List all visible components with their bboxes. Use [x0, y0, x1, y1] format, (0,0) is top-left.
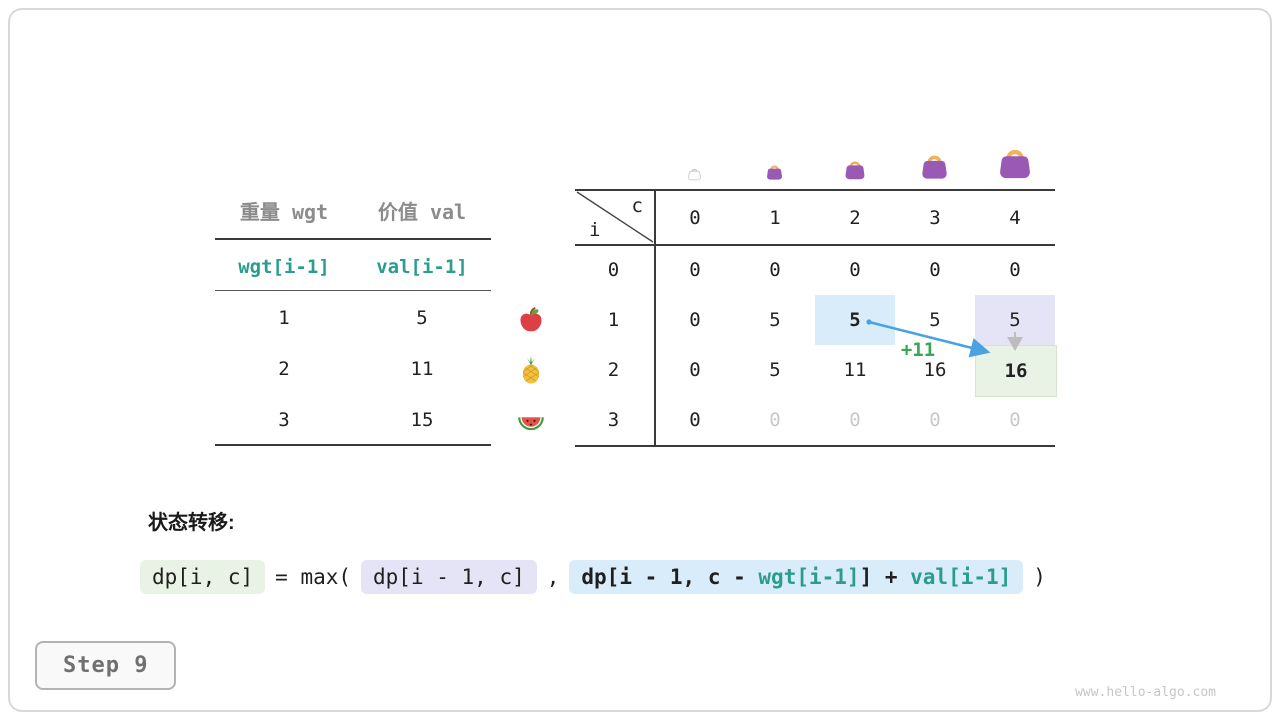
dp-cell-2-2: 11 [843, 359, 867, 381]
pineapple-icon [517, 356, 545, 384]
watermelon-icon [516, 408, 546, 436]
items-table-var-row: wgt[i-1] val[i-1] [215, 256, 491, 278]
dp-table-rule-vertical [654, 189, 656, 447]
dp-corner-cell: c i [575, 190, 655, 244]
formula-arg2-val: val[i-1] [910, 565, 1012, 589]
dp-col-header-3: 3 [929, 207, 941, 229]
dp-col-header-4: 4 [1009, 207, 1021, 229]
items-header-val: 价值 val [377, 200, 467, 224]
dp-row-header-0: 0 [607, 259, 620, 281]
dp-table-rule-bottom [575, 445, 1055, 447]
item-1-weight: 1 [278, 307, 290, 329]
dp-cell-1-1: 5 [769, 309, 781, 331]
dp-cell-1-0: 0 [689, 309, 701, 331]
dp-cell-3-0: 0 [689, 409, 701, 431]
items-table-rule-mid [215, 290, 491, 291]
dp-cell-2-1: 5 [769, 359, 781, 381]
dp-cell-0-0: 0 [689, 259, 701, 281]
formula-closing-paren: ) [1033, 565, 1046, 589]
dp-row-header-2: 2 [607, 359, 620, 381]
item-2-value: 11 [410, 358, 434, 380]
dp-cell-3-2: 0 [849, 409, 861, 431]
item-1-value: 5 [416, 307, 428, 329]
dp-col-header-2: 2 [849, 207, 861, 229]
items-table-row-1: 1 5 [215, 307, 491, 329]
item-3-value: 15 [410, 409, 434, 431]
bag-icon-size-1 [765, 162, 784, 181]
dp-cell-0-1: 0 [769, 259, 781, 281]
step-badge: Step 9 [35, 641, 177, 690]
formula-comma: , [546, 565, 560, 589]
dp-row-header-3: 3 [607, 409, 620, 431]
formula-arg2-part2: ] + [859, 565, 911, 589]
formula-arg2-part1: dp[i - 1, c - [581, 565, 759, 589]
formula-heading: 状态转移: [148, 512, 235, 534]
dp-row-header-1: 1 [607, 309, 620, 331]
dp-table-rule-top [575, 189, 1055, 191]
dp-cell-1-3: 5 [929, 309, 941, 331]
dp-corner-row-label: i [589, 219, 601, 241]
formula-arg1-box: dp[i - 1, c] [361, 560, 537, 594]
dp-cell-2-4-target-highlight: 16 [975, 345, 1057, 397]
dp-corner-col-label: c [631, 195, 643, 217]
state-transition-formula: dp[i, c] = max( dp[i - 1, c] , dp[i - 1,… [140, 560, 1046, 594]
formula-lhs-box: dp[i, c] [140, 560, 266, 594]
dp-cell-2-0: 0 [689, 359, 701, 381]
bag-icon-size-4 [996, 143, 1034, 181]
formula-equals-max: = max( [275, 565, 352, 589]
dp-cell-1-2-source-highlight: 5 [815, 295, 895, 345]
dp-cell-3-4: 0 [1009, 409, 1021, 431]
items-table-rule-top [215, 238, 491, 240]
dp-cell-1-4-compare-highlight: 5 [975, 295, 1055, 345]
wgt-var-label: wgt[i-1] [238, 256, 330, 278]
apple-icon [517, 306, 545, 334]
formula-arg2-box: dp[i - 1, c - wgt[i-1]] + val[i-1] [569, 560, 1024, 594]
dp-cell-0-2: 0 [849, 259, 861, 281]
bag-empty-icon [687, 166, 702, 181]
watermark: www.hello-algo.com [1075, 685, 1216, 700]
dp-col-header-1: 1 [769, 207, 781, 229]
items-table-row-2: 2 11 [215, 358, 491, 380]
items-table-rule-bottom [215, 444, 491, 446]
arrow-value-label: +11 [900, 339, 936, 361]
dp-corner-diagonal [576, 191, 654, 243]
dp-cell-2-3: 16 [923, 359, 947, 381]
bag-icon-size-3 [919, 150, 950, 181]
dp-cell-0-3: 0 [929, 259, 941, 281]
dp-col-header-0: 0 [689, 207, 701, 229]
dp-table-rule-header [575, 244, 1055, 246]
dp-cell-3-3: 0 [929, 409, 941, 431]
dp-cell-3-1: 0 [769, 409, 781, 431]
formula-arg2-wgt: wgt[i-1] [758, 565, 860, 589]
items-header-wgt: 重量 wgt [239, 200, 329, 224]
bag-icon-size-2 [843, 157, 867, 181]
items-table-row-3: 3 15 [215, 409, 491, 431]
val-var-label: val[i-1] [376, 256, 468, 278]
items-table-header: 重量 wgt 价值 val [215, 196, 491, 225]
item-3-weight: 3 [278, 409, 290, 431]
dp-cell-0-4: 0 [1009, 259, 1021, 281]
item-2-weight: 2 [278, 358, 290, 380]
